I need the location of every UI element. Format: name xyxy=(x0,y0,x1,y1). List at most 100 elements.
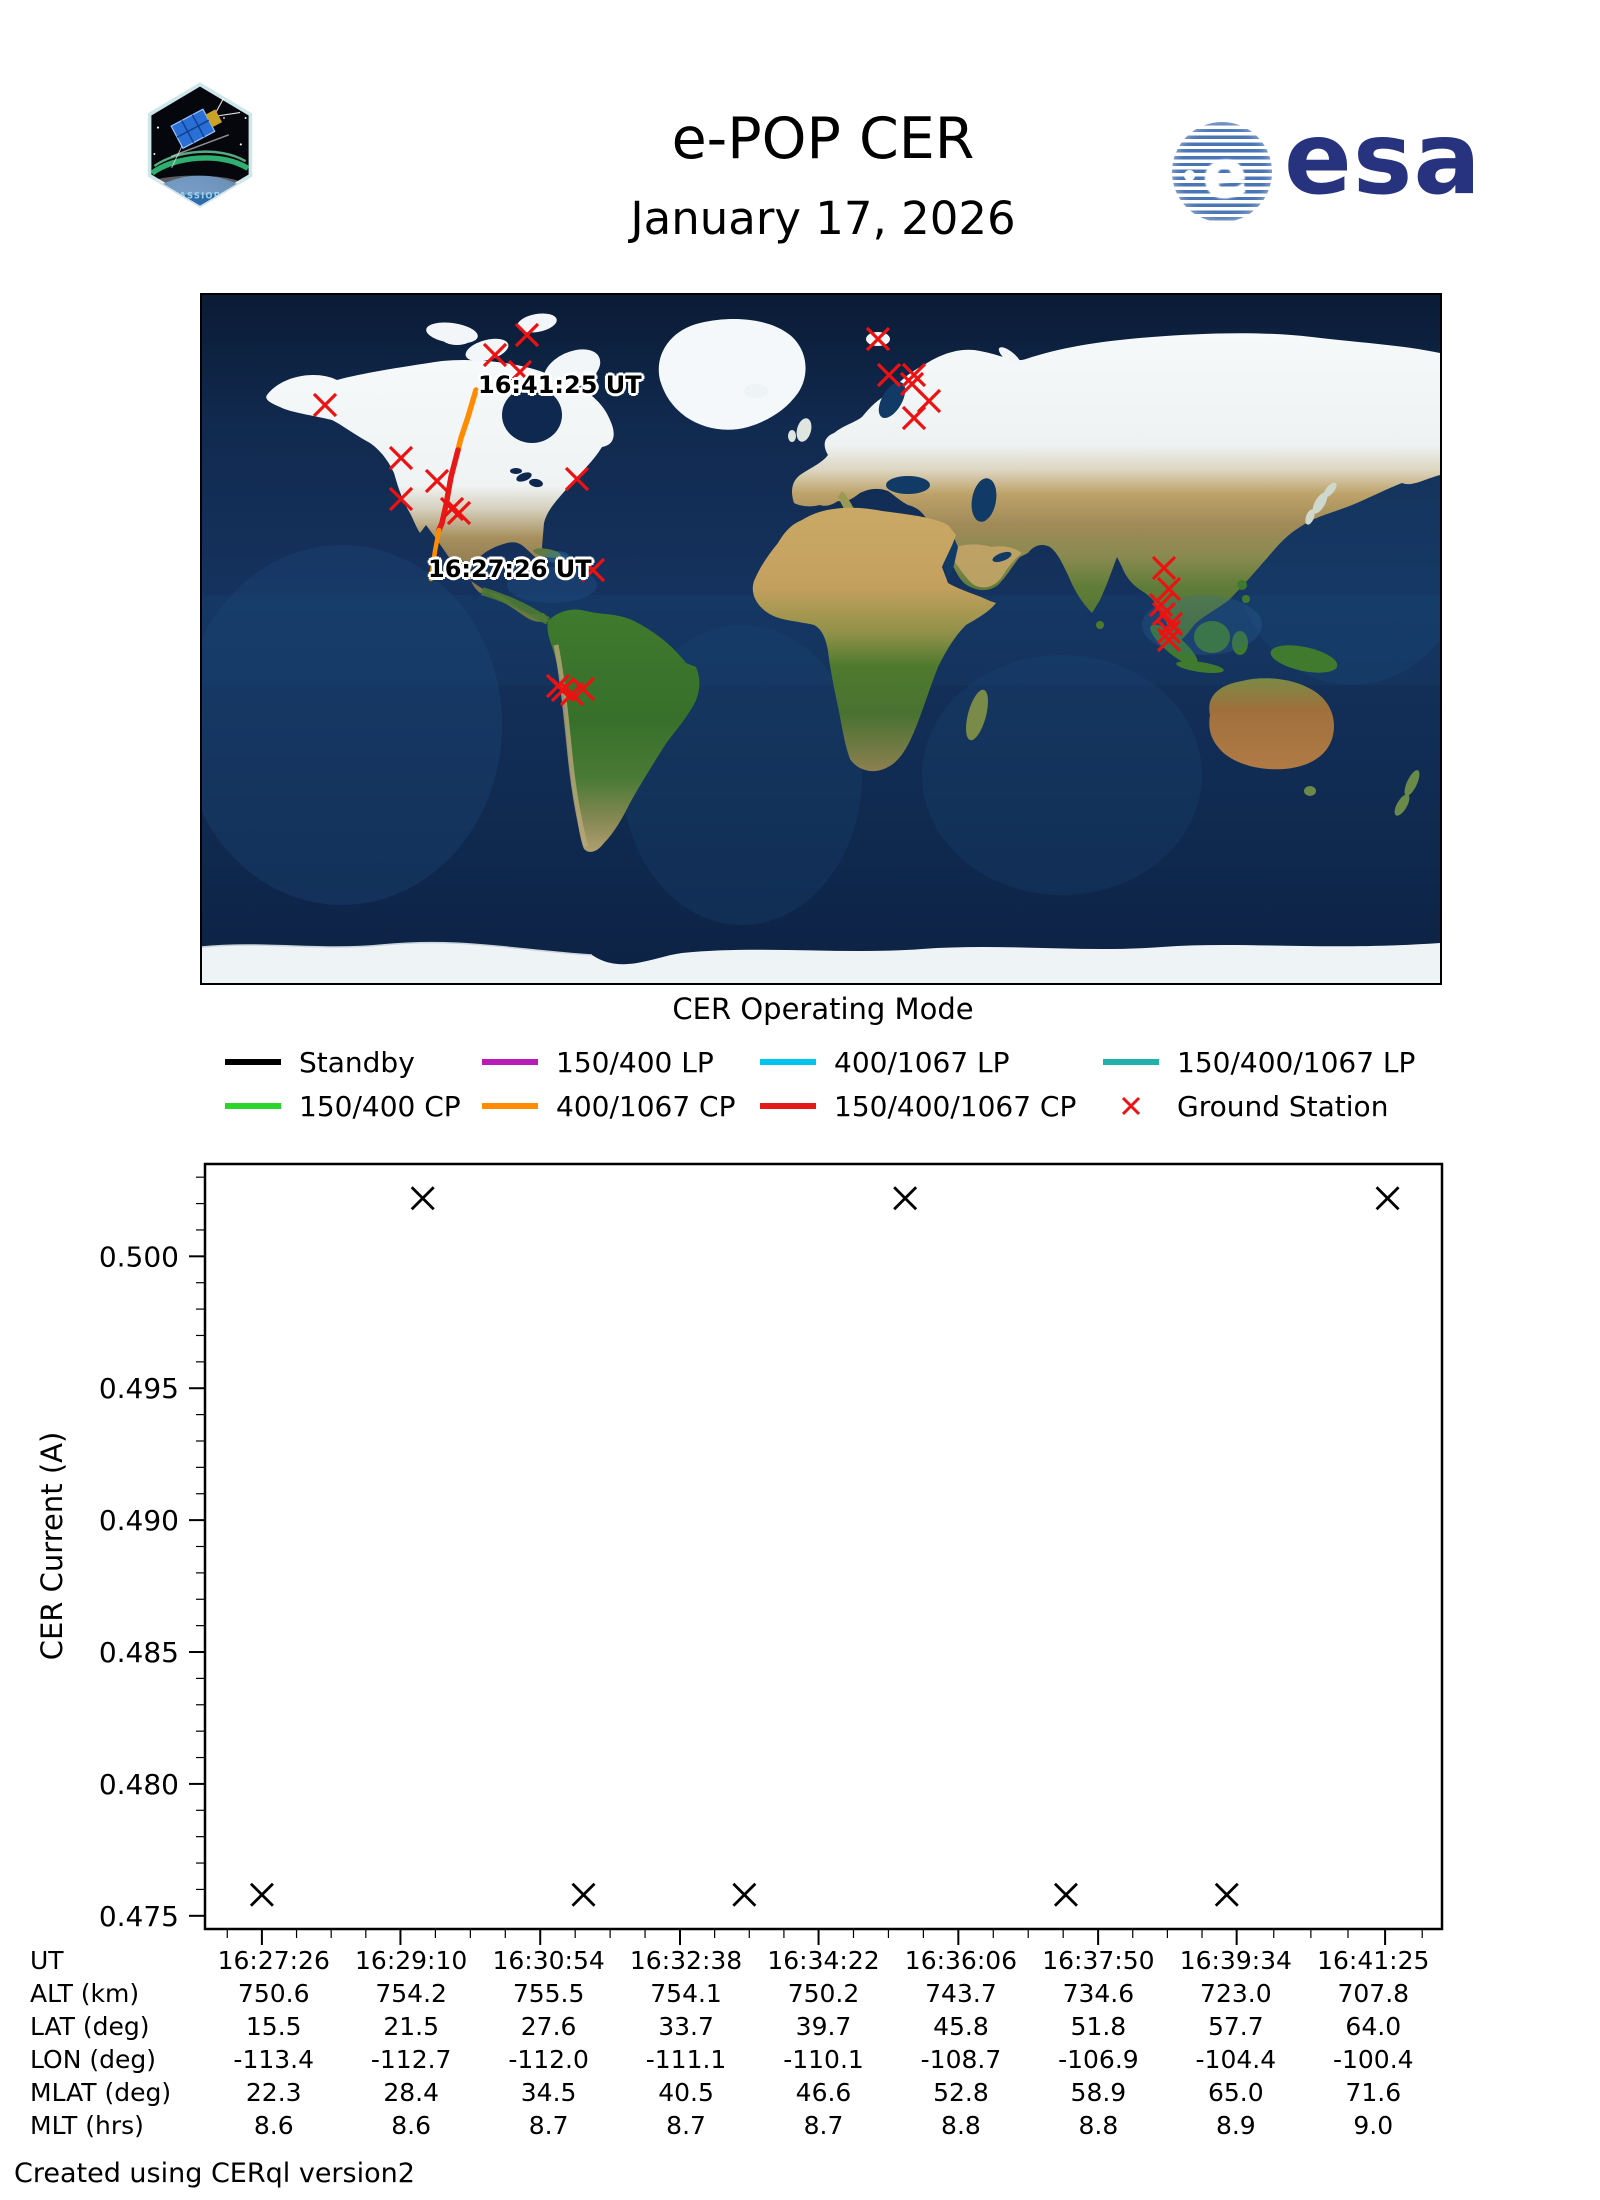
table-row-label-lat-deg: LAT (deg) xyxy=(30,2012,150,2041)
ground-station-marker xyxy=(1156,576,1182,602)
ground-station-marker xyxy=(424,468,450,494)
table-cell-lon-deg-4: -110.1 xyxy=(783,2045,864,2074)
continent-eurasia xyxy=(792,333,1440,643)
continent-south-america xyxy=(547,609,700,852)
map-overlay xyxy=(312,322,1184,707)
legend-item-150-400-1067-cp: 150/400/1067 CP xyxy=(760,1084,1076,1128)
continent-antarctica xyxy=(202,942,1440,983)
table-cell-lat-deg-6: 51.8 xyxy=(1070,2012,1127,2041)
ground-track-map: 16:41:25 UT 16:27:26 UT xyxy=(200,293,1442,985)
legend-line-swatch xyxy=(225,1103,281,1109)
y-tick-label: 0.495 xyxy=(99,1372,179,1405)
ground-station-marker xyxy=(901,362,927,388)
legend-label: 400/1067 LP xyxy=(834,1045,1010,1079)
table-cell-lat-deg-8: 64.0 xyxy=(1345,2012,1402,2041)
cassiope-patch-icon: CASSIOPE xyxy=(147,82,253,208)
plot-frame xyxy=(203,1162,1444,1931)
table-cell-mlt-hrs-0: 8.6 xyxy=(253,2111,294,2140)
ground-station-marker xyxy=(1151,601,1177,627)
data-point-x-marker xyxy=(249,1882,274,1907)
ground-station-marker xyxy=(876,362,902,388)
ground-station-marker xyxy=(507,359,533,385)
ground-station-marker xyxy=(901,405,927,431)
cassiope-patch-text: CASSIOPE xyxy=(172,190,228,200)
page-title: e-POP CER xyxy=(671,106,975,172)
table-cell-lat-deg-1: 21.5 xyxy=(383,2012,439,2041)
table-cell-mlt-hrs-8: 9.0 xyxy=(1353,2111,1394,2140)
page-date-subtitle: January 17, 2026 xyxy=(630,192,1016,245)
y-tick-label: 0.500 xyxy=(99,1240,179,1273)
track-start-time-label: 16:27:26 UT xyxy=(428,555,592,583)
legend-item-400-1067-lp: 400/1067 LP xyxy=(760,1040,1010,1084)
data-point-x-marker xyxy=(571,1882,596,1907)
ground-station-marker xyxy=(388,445,414,471)
legend-title: CER Operating Mode xyxy=(672,992,974,1026)
table-cell-lon-deg-6: -106.9 xyxy=(1058,2045,1139,2074)
y-tick-label: 0.480 xyxy=(99,1768,179,1801)
legend-label: 150/400/1067 CP xyxy=(834,1089,1077,1123)
legend-line-swatch xyxy=(760,1103,816,1109)
table-cell-mlt-hrs-1: 8.6 xyxy=(391,2111,432,2140)
legend-line-swatch xyxy=(225,1059,281,1065)
data-point-x-marker xyxy=(410,1186,435,1211)
legend-label: 400/1067 CP xyxy=(556,1089,736,1123)
data-point-x-marker xyxy=(1375,1186,1400,1211)
ground-station-marker xyxy=(446,500,472,526)
ground-station-marker xyxy=(439,496,465,522)
data-point-x-marker xyxy=(893,1186,918,1211)
ground-station-marker xyxy=(1148,592,1174,618)
legend-line-swatch xyxy=(760,1059,816,1065)
table-cell-mlat-deg-4: 46.6 xyxy=(795,2078,852,2107)
table-cell-lat-deg-0: 15.5 xyxy=(245,2012,302,2041)
ground-station-marker xyxy=(1151,555,1177,581)
table-cell-lon-deg-1: -112.7 xyxy=(370,2045,452,2074)
table-cell-mlat-deg-8: 71.6 xyxy=(1345,2078,1402,2107)
ground-station-marker xyxy=(580,557,606,583)
legend-line-swatch xyxy=(482,1059,538,1065)
y-tick-label: 0.475 xyxy=(99,1900,179,1933)
ground-station-marker xyxy=(564,466,590,492)
table-row-label-mlt-hrs: MLT (hrs) xyxy=(30,2111,144,2140)
esa-sphere-e: e xyxy=(1196,132,1253,217)
table-row-label-mlat-deg: MLAT (deg) xyxy=(30,2078,172,2107)
table-cell-mlat-deg-1: 28.4 xyxy=(383,2078,439,2107)
ground-station-marker xyxy=(1156,627,1182,653)
legend-item-standby: Standby xyxy=(225,1040,415,1084)
legend-label: Ground Station xyxy=(1177,1089,1389,1123)
table-cell-lat-deg-3: 33.7 xyxy=(658,2012,714,2041)
legend-ground-station-x-icon xyxy=(1121,1096,1141,1116)
ground-station-marker xyxy=(514,322,540,348)
table-cell-mlt-hrs-2: 8.7 xyxy=(528,2111,569,2140)
footer-credit: Created using CERql version2 xyxy=(14,2158,415,2189)
table-cell-mlat-deg-3: 40.5 xyxy=(658,2078,714,2107)
table-cell-mlat-deg-6: 58.9 xyxy=(1070,2078,1127,2107)
ground-station-marker xyxy=(570,676,596,702)
esa-sphere-icon: e xyxy=(1172,122,1272,222)
table-cell-mlat-deg-2: 34.5 xyxy=(520,2078,577,2107)
legend-item-150-400-lp: 150/400 LP xyxy=(482,1040,714,1084)
data-point-x-marker xyxy=(1053,1882,1078,1907)
legend-line-swatch xyxy=(482,1103,538,1109)
continent-africa xyxy=(752,507,996,772)
y-tick-label: 0.485 xyxy=(99,1636,179,1669)
legend-label: 150/400 CP xyxy=(299,1089,461,1123)
mode-legend: Standby 150/400 LP 400/1067 LP 150/400/1067… xyxy=(0,1040,1600,1136)
table-cell-mlt-hrs-7: 8.9 xyxy=(1215,2111,1256,2140)
legend-item-ground-station: Ground Station xyxy=(1103,1084,1388,1128)
esa-sphere-dot xyxy=(1184,170,1195,181)
table-cell-lat-deg-7: 57.7 xyxy=(1207,2012,1264,2041)
table-cell-mlat-deg-0: 22.3 xyxy=(245,2078,302,2107)
ground-station-marker xyxy=(482,342,508,368)
legend-label: 150/400/1067 LP xyxy=(1177,1045,1416,1079)
legend-label: 150/400 LP xyxy=(556,1045,714,1079)
satellite-track-segment xyxy=(428,527,442,582)
cassiope-mission-patch: CASSIOPE xyxy=(140,82,260,208)
legend-x-marker xyxy=(1121,1096,1141,1116)
ground-station-marker xyxy=(1156,619,1182,645)
y-axis-label: CER Current (A) xyxy=(35,1432,69,1661)
ground-station-marker xyxy=(865,326,891,352)
table-cell-mlt-hrs-5: 8.8 xyxy=(941,2111,981,2140)
y-tick-label: 0.490 xyxy=(99,1504,179,1537)
table-cell-lon-deg-7: -104.4 xyxy=(1195,2045,1277,2074)
legend-item-400-1067-cp: 400/1067 CP xyxy=(482,1084,735,1128)
